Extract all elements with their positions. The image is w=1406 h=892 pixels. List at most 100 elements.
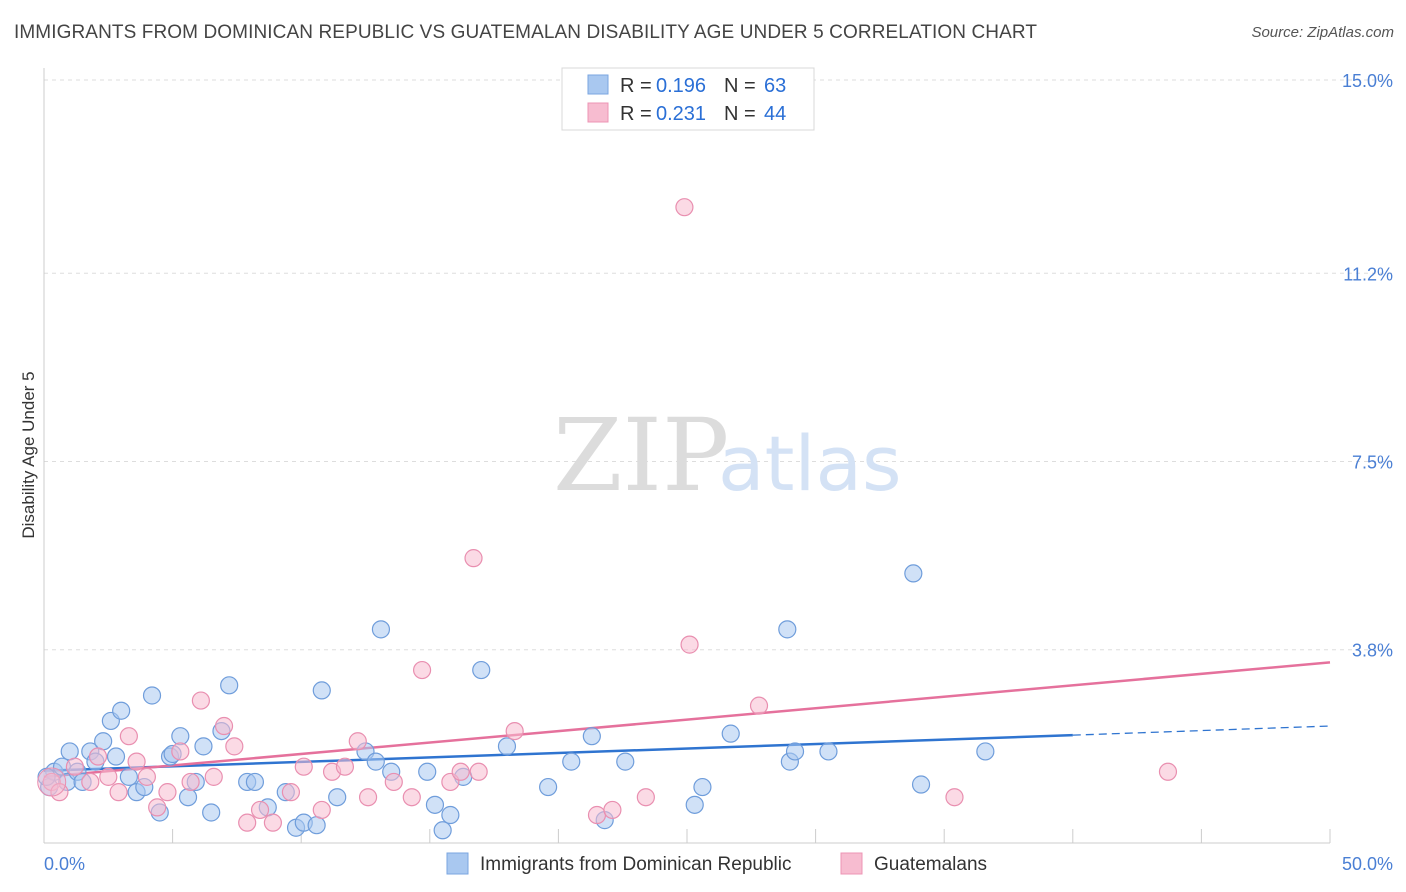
scatter-point	[281, 783, 301, 802]
scatter-point	[441, 805, 460, 825]
scatter-point	[194, 737, 213, 756]
trend-line-0	[43, 733, 1073, 773]
trend-line-1	[43, 661, 1331, 779]
scatter-point	[137, 767, 156, 786]
scatter-point	[202, 803, 221, 822]
scatter-point	[616, 752, 635, 771]
legend-r-value-0: 0.196	[656, 75, 706, 97]
scatter-point	[418, 762, 437, 781]
scatter-point	[106, 747, 126, 766]
x-tick-label: 0.0%	[44, 854, 85, 874]
bottom-legend-swatch-0	[446, 852, 469, 875]
scatter-point	[693, 777, 712, 797]
scatter-point	[425, 795, 445, 814]
bottom-legend-label-1: Guatemalans	[874, 854, 987, 875]
scatter-point	[109, 783, 128, 802]
scatter-point	[238, 813, 257, 832]
scatter-point	[505, 721, 524, 741]
scatter-point	[158, 783, 177, 802]
legend-n-label-1: N =	[724, 103, 756, 125]
scatter-point	[245, 772, 265, 792]
scatter-point	[178, 788, 198, 807]
scatter-point	[142, 686, 162, 705]
scatter-point	[263, 813, 283, 832]
scatter-point	[603, 800, 622, 820]
scatter-point	[371, 620, 391, 639]
points-layer	[37, 198, 1178, 840]
scatter-point	[472, 660, 491, 680]
scatter-point	[785, 742, 805, 761]
scatter-point	[312, 800, 331, 820]
y-axis-label: Disability Age Under 5	[19, 371, 38, 538]
legend-n-value-0: 63	[764, 75, 786, 97]
scatter-point	[976, 742, 995, 761]
scatter-point-cluster	[37, 767, 67, 797]
scatter-point	[911, 775, 931, 794]
scatter-point	[220, 676, 239, 695]
scatter-point	[127, 752, 146, 771]
scatter-point	[191, 691, 210, 710]
scatter-point	[94, 732, 113, 751]
scatter-point	[675, 198, 694, 217]
scatter-point	[312, 681, 331, 700]
scatter-point	[348, 732, 367, 751]
scatter-point	[112, 701, 131, 720]
chart-source: Source: ZipAtlas.com	[1251, 24, 1394, 41]
legend-r-label-1: R =	[620, 103, 652, 125]
y-tick-label: 15.0%	[1342, 71, 1393, 91]
x-tick-labels: 0.0% 50.0%	[44, 854, 1393, 874]
scatter-point	[60, 742, 79, 761]
scatter-point	[945, 788, 964, 807]
scatter-point	[181, 772, 200, 792]
scatter-point	[88, 747, 108, 766]
scatter-point	[384, 772, 403, 792]
scatter-point	[587, 805, 607, 825]
bottom-legend-swatch-1	[840, 852, 863, 875]
trend-line-extension-0	[1072, 725, 1331, 736]
scatter-point	[214, 716, 234, 736]
scatter-point	[721, 724, 740, 743]
legend-swatch-0	[587, 74, 609, 95]
scatter-point	[451, 762, 470, 781]
scatter-point	[119, 767, 138, 786]
scatter-point	[171, 727, 190, 746]
legend-r-label-0: R =	[620, 75, 652, 97]
scatter-point	[225, 737, 244, 756]
scatter-point	[366, 752, 385, 771]
scatter-point	[819, 742, 838, 761]
watermark-zip: ZIP	[553, 397, 729, 514]
chart-title: IMMIGRANTS FROM DOMINICAN REPUBLIC VS GU…	[14, 22, 1038, 43]
trend-layer	[43, 661, 1331, 779]
y-tick-label: 3.8%	[1352, 641, 1393, 661]
bottom-legend-label-0: Immigrants from Dominican Republic	[480, 854, 792, 875]
watermark-atlas: atlas	[718, 419, 902, 508]
watermark: ZIP atlas	[553, 397, 902, 514]
axes-layer	[43, 68, 1331, 844]
scatter-point	[335, 757, 355, 776]
scatter-point	[464, 549, 483, 568]
scatter-point	[1158, 762, 1178, 781]
legend-swatch-1	[587, 102, 609, 123]
y-tick-label: 11.2%	[1343, 264, 1393, 284]
legend-n-value-1: 44	[764, 103, 786, 125]
scatter-point	[148, 798, 167, 817]
scatter-point	[539, 777, 558, 797]
scatter-point	[171, 742, 190, 761]
y-tick-label: 7.5%	[1352, 453, 1393, 473]
scatter-point	[778, 620, 797, 639]
scatter-point	[250, 800, 270, 820]
scatter-point	[412, 660, 432, 680]
x-tick-label: 50.0%	[1342, 854, 1393, 874]
scatter-point	[358, 788, 378, 807]
scatter-point	[204, 767, 223, 786]
scatter-point	[402, 788, 421, 807]
scatter-point	[119, 727, 138, 746]
grid-layer	[44, 79, 1392, 651]
scatter-point	[99, 767, 118, 786]
scatter-point	[497, 737, 517, 756]
scatter-point	[433, 821, 452, 840]
y-tick-labels: 3.8% 7.5% 11.2% 15.0%	[1342, 71, 1393, 661]
scatter-point	[680, 635, 699, 654]
scatter-point	[582, 727, 601, 746]
